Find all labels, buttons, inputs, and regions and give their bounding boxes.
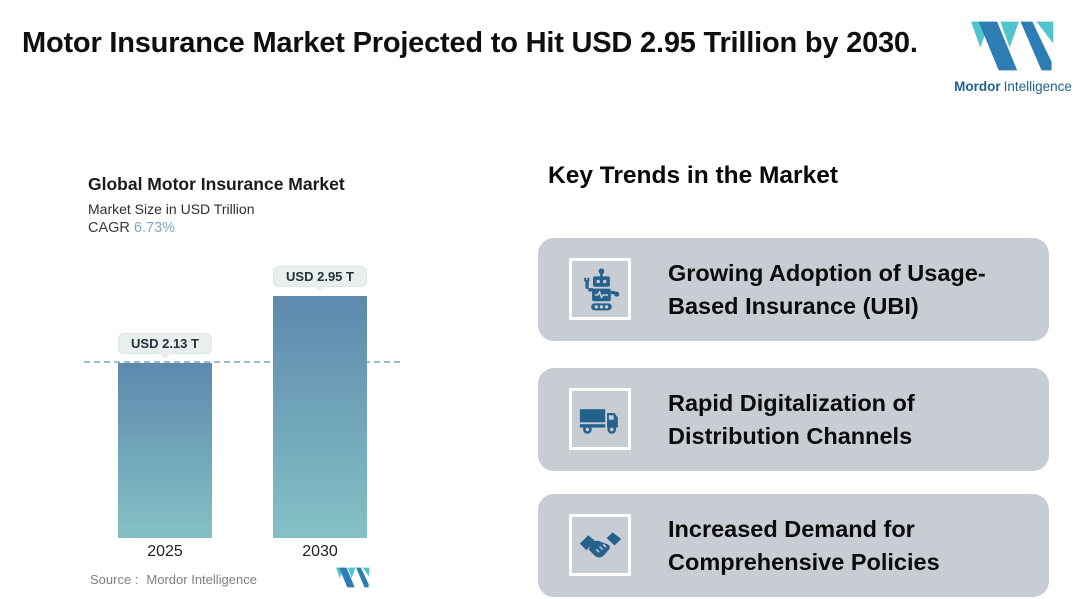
bar-2030: USD 2.95 T [273, 266, 367, 538]
chart-subtitle: Market Size in USD Trillion [88, 201, 255, 217]
mordor-intelligence-logo: Mordor Intelligence [948, 20, 1078, 94]
bar-2025-value-label: USD 2.13 T [118, 333, 212, 354]
trend-text: Growing Adoption of Usage-Based Insuranc… [668, 259, 986, 319]
robot-icon [583, 267, 619, 310]
cagr-value: 6.73% [133, 220, 176, 236]
mordor-logo-small-icon [336, 567, 370, 588]
handshake-icon [579, 531, 621, 557]
bar-2025: USD 2.13 T [118, 333, 212, 538]
bar-chart-plot: USD 2.13 T USD 2.95 T 2025 2030 [84, 266, 400, 560]
trend-text: Rapid Digitalization of Distribution Cha… [668, 389, 915, 449]
source-value: Mordor Intelligence [146, 572, 257, 587]
trends-heading: Key Trends in the Market [548, 162, 839, 189]
trend-icon-tile [569, 514, 631, 576]
chart-title: Global Motor Insurance Market [88, 174, 345, 194]
trend-card-ubi: Growing Adoption of Usage-Based Insuranc… [538, 238, 1049, 341]
truck-icon [579, 408, 618, 434]
page-title: Motor Insurance Market Projected to Hit … [22, 27, 918, 59]
source-line: Source : Mordor Intelligence [90, 572, 257, 587]
cagr-line: CAGR 6.73% [88, 220, 175, 236]
reference-dashed-line [84, 361, 400, 363]
x-axis-label-2025: 2025 [147, 543, 183, 560]
trend-icon-tile [569, 388, 631, 450]
logo-wordmark: Mordor Intelligence [954, 79, 1072, 94]
source-label: Source : [90, 572, 139, 587]
trend-card-policies: Increased Demand for Comprehensive Polic… [538, 494, 1049, 597]
mordor-logo-icon [971, 21, 1054, 71]
trend-text: Increased Demand for Comprehensive Polic… [668, 515, 940, 575]
trend-icon-tile [569, 258, 631, 320]
x-axis-label-2030: 2030 [302, 543, 338, 560]
cagr-label: CAGR [88, 220, 130, 236]
trend-card-digitalization: Rapid Digitalization of Distribution Cha… [538, 368, 1049, 471]
bar-2030-value-label: USD 2.95 T [273, 266, 367, 287]
